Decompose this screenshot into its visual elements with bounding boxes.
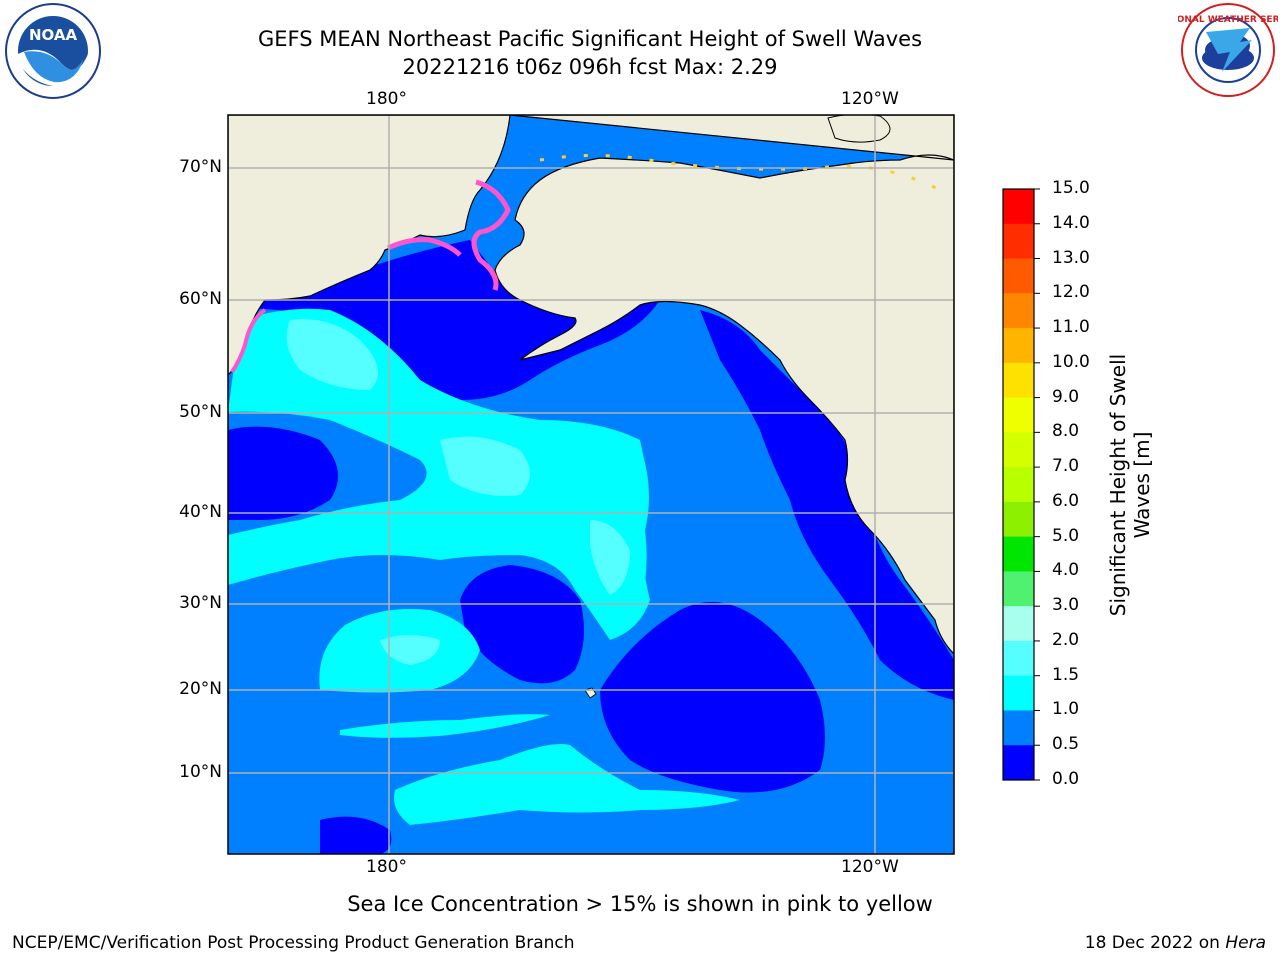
colorbar-tick-label: 7.0 — [1052, 456, 1080, 477]
colorbar-tick-label: 2.0 — [1052, 629, 1080, 650]
colorbar-tick-label: 3.0 — [1052, 595, 1080, 616]
colorbar-bin — [1003, 397, 1034, 433]
colorbar-bin — [1003, 362, 1034, 399]
swell-1.5-2.0-patches — [286, 319, 378, 390]
colorbar-bin — [1003, 745, 1034, 781]
top-lon-label-120w: 120°W — [841, 89, 899, 109]
swell-1.5-2.0-patch-3 — [590, 520, 630, 595]
swell-1.5-2.0-patch-4 — [380, 635, 440, 665]
colorbar-bin — [1003, 501, 1034, 538]
colorbar-tick-label: 0.0 — [1052, 769, 1080, 789]
top-lon-label-180: 180° — [366, 89, 407, 109]
colorbar-tick-label: 1.0 — [1052, 699, 1080, 720]
colorbar-tick-label: 9.0 — [1052, 386, 1080, 407]
noaa-logo-icon: NOAA — [5, 3, 101, 99]
nws-logo-icon: NATIONAL WEATHER SERVICE — [1178, 3, 1278, 97]
colorbar-bin — [1003, 606, 1034, 642]
low-swell-southeast — [600, 602, 825, 793]
lat-label-30n: 30°N — [179, 593, 222, 613]
sea-ice-margin-west — [230, 308, 267, 374]
colorbar-bin — [1003, 571, 1034, 607]
colorbar-tick-label: 8.0 — [1052, 421, 1080, 442]
colorbar-bin — [1003, 710, 1034, 746]
colorbar-tick-label: 5.0 — [1052, 525, 1080, 546]
lat-label-70n: 70°N — [179, 157, 222, 177]
graticule — [228, 115, 954, 854]
sea-ice-note: Sea Ice Concentration > 15% is shown in … — [347, 892, 933, 916]
colorbar-tick-label: 11.0 — [1052, 317, 1090, 338]
footer-date: 18 Dec 2022 on Hera — [1085, 933, 1266, 953]
land-alaska-canada — [494, 115, 954, 655]
swell-1.5-2.0-patch-2 — [440, 436, 530, 496]
colorbar-tick-label: 12.0 — [1052, 282, 1090, 303]
colorbar-bin — [1003, 258, 1034, 294]
colorbar-tick-label: 14.0 — [1052, 212, 1090, 233]
colorbar-bin — [1003, 675, 1034, 711]
footer-credit: NCEP/EMC/Verification Post Processing Pr… — [12, 933, 575, 953]
lat-label-20n: 20°N — [179, 679, 222, 699]
colorbar-bin — [1003, 223, 1034, 260]
low-swell-west — [228, 426, 338, 520]
lat-label-60n: 60°N — [179, 289, 222, 309]
swell-1.0-1.5-north-band — [228, 308, 650, 640]
bottom-lon-label-180: 180° — [366, 857, 407, 877]
colorbar-tick-label: 15.0 — [1052, 178, 1090, 198]
nws-logo-text: NATIONAL WEATHER SERVICE — [1178, 15, 1278, 25]
map-title: GEFS MEAN Northeast Pacific Significant … — [257, 27, 923, 51]
footer-host: Hera — [1225, 933, 1266, 953]
colorbar-tick-label: 0.5 — [1052, 734, 1080, 755]
colorbar-frame — [1002, 188, 1035, 781]
bottom-lon-label-120w: 120°W — [841, 857, 899, 877]
lat-label-50n: 50°N — [179, 402, 222, 422]
colorbar-tick-label: 13.0 — [1052, 247, 1090, 268]
map-frame — [227, 114, 955, 855]
colorbar-bin — [1003, 640, 1034, 677]
colorbar-tick-label: 6.0 — [1052, 490, 1080, 511]
colorbar-tick-label: 10.0 — [1052, 351, 1090, 372]
low-swell-central — [460, 565, 584, 684]
colorbar-bin — [1003, 536, 1034, 572]
colorbar-bin — [1003, 467, 1034, 503]
sea-ice-margin-bering — [386, 179, 511, 291]
colorbar-title: Significant Height of Swell Waves [m] — [1106, 353, 1154, 617]
low-swell-gulf-of-alaska-coast — [700, 310, 954, 700]
colorbar-bin — [1003, 328, 1034, 364]
colorbar-bin — [1003, 293, 1034, 329]
colorbar — [1003, 188, 1040, 781]
swell-1.0-1.5-tropical — [394, 744, 740, 825]
map-subtitle: 20221216 t06z 096h fcst Max: 2.29 — [402, 55, 778, 79]
colorbar-bin — [1003, 432, 1034, 468]
lat-label-10n: 10°N — [179, 762, 222, 782]
colorbar-bin — [1003, 189, 1034, 225]
noaa-logo-text: NOAA — [29, 26, 78, 44]
footer-date-text: 18 Dec 2022 on — [1084, 933, 1226, 953]
colorbar-tick-label: 4.0 — [1052, 560, 1080, 581]
low-swell-south — [320, 816, 392, 854]
colorbar-tick-label: 1.5 — [1052, 664, 1080, 685]
swell-1.0-1.5-tropical-west — [340, 714, 550, 738]
land-alaska-north-archipelago — [827, 115, 891, 143]
lat-label-40n: 40°N — [179, 502, 222, 522]
